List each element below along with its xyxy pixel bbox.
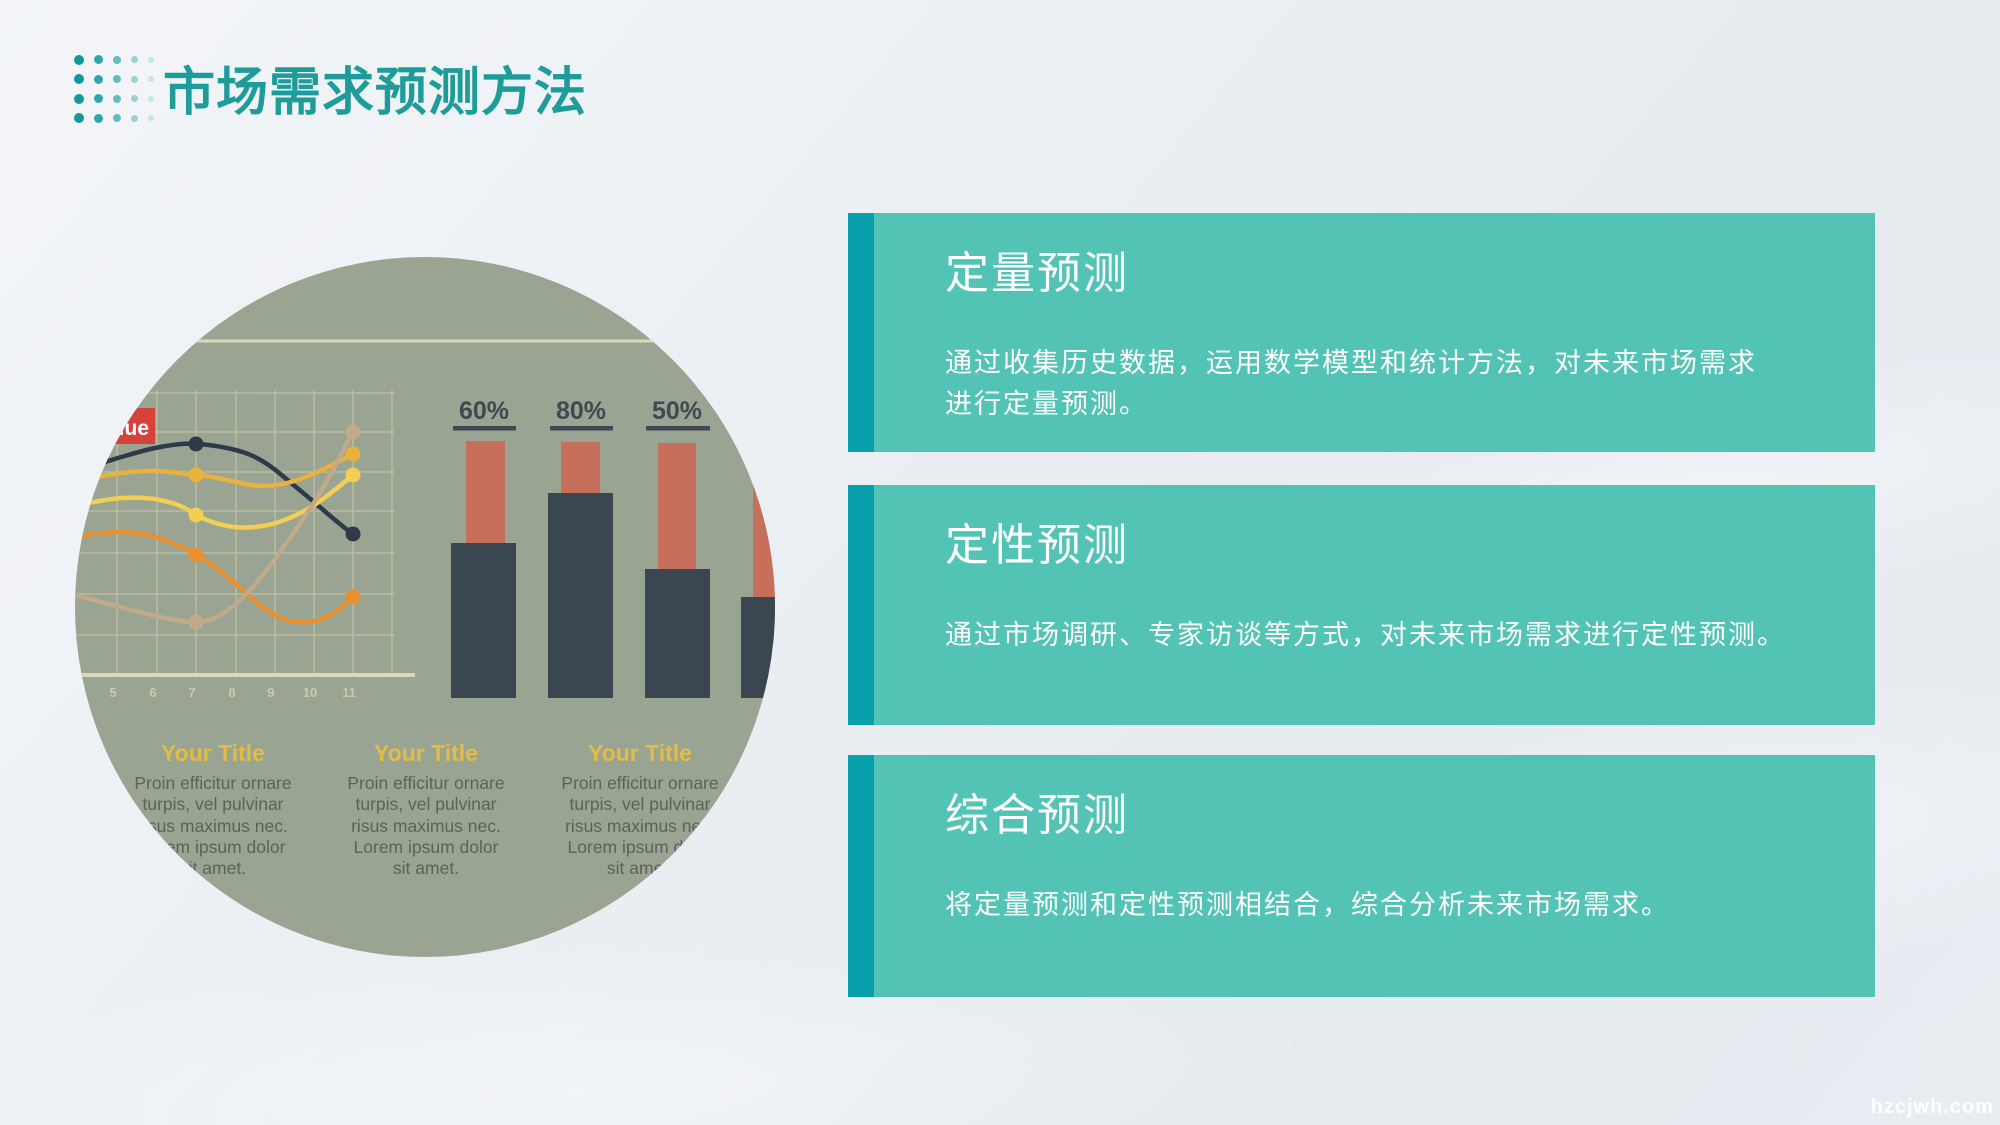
x-tick: 8 (228, 685, 235, 700)
x-tick: 5 (109, 685, 116, 700)
x-tick: 11 (342, 685, 356, 700)
x-axis-ticks: 5 6 7 8 9 10 11 (109, 685, 355, 700)
caption-title: Your Title (161, 740, 265, 766)
x-tick: 10 (303, 685, 317, 700)
caption-body: Proin efficitur ornare turpis, vel pulvi… (347, 773, 505, 879)
infographic-circle-image: 5 6 7 8 9 10 11 Value (75, 257, 775, 957)
panel-content: 定量预测 通过收集历史数据，运用数学模型和统计方法，对未来市场需求 进行定量预测… (945, 213, 1850, 425)
series-dark (75, 441, 356, 537)
caption-title: Your Title (374, 740, 478, 766)
panel-comprehensive-forecast: 综合预测 将定量预测和定性预测相结合，综合分析未来市场需求。 (848, 755, 1875, 997)
line-chart-markers (188, 424, 361, 630)
dot-row (74, 89, 164, 109)
series-tan (75, 429, 356, 625)
value-legend-box (75, 408, 155, 444)
caption-column: Your Title Proin efficitur ornare turpis… (113, 740, 313, 880)
bar-underline (453, 426, 516, 431)
caption-column: Your Title Proin efficitur ornare turpis… (326, 740, 526, 880)
bar-front (741, 597, 775, 698)
bar-label: 50% (652, 397, 702, 425)
panel-body: 将定量预测和定性预测相结合，综合分析未来市场需求。 (945, 890, 1670, 920)
dot-row (74, 109, 164, 129)
panel-quantitative-forecast: 定量预测 通过收集历史数据，运用数学模型和统计方法，对未来市场需求 进行定量预测… (848, 213, 1875, 452)
dot-row (74, 50, 164, 70)
panel-accent-stripe (848, 755, 874, 997)
bar-label: 60% (459, 397, 509, 425)
caption-column: Your Title Proin efficitur ornare turpis… (540, 740, 740, 880)
value-legend-label: Value (94, 417, 149, 440)
bar-front (548, 493, 613, 698)
bar-underline (646, 426, 710, 431)
bar-front (645, 569, 710, 698)
panel-accent-stripe (848, 485, 874, 725)
page-title: 市场需求预测方法 (163, 65, 588, 122)
bar-label: 80% (556, 397, 606, 425)
panel-accent-stripe (848, 213, 874, 452)
x-tick: 7 (188, 685, 195, 700)
panel-content: 定性预测 通过市场调研、专家访谈等方式，对未来市场需求进行定性预测。 (945, 485, 1850, 656)
watermark: hzcjwh.com (1870, 1096, 1994, 1118)
panel-body: 通过市场调研、专家访谈等方式，对未来市场需求进行定性预测。 (945, 620, 1786, 650)
bar-chart: 60% 80% 50% (451, 397, 775, 698)
x-tick: 9 (267, 685, 274, 700)
infographic-charts: 5 6 7 8 9 10 11 Value (75, 339, 775, 700)
panel-qualitative-forecast: 定性预测 通过市场调研、专家访谈等方式，对未来市场需求进行定性预测。 (848, 485, 1875, 725)
panel-title: 综合预测 (945, 791, 1129, 840)
caption-body: Proin efficitur ornare turpis, vel pulvi… (134, 773, 292, 879)
caption-title: Your Title (588, 740, 692, 766)
bar-underline (550, 426, 613, 431)
bar-front (451, 543, 516, 698)
caption-body: Proin efficitur ornare turpis, vel pulvi… (561, 773, 719, 879)
panel-content: 综合预测 将定量预测和定性预测相结合，综合分析未来市场需求。 (945, 755, 1850, 926)
panel-title: 定量预测 (945, 249, 1129, 298)
dot-grid-decoration (74, 50, 164, 128)
x-tick: 6 (149, 685, 156, 700)
dot-row (74, 70, 164, 90)
panel-body: 通过收集历史数据，运用数学模型和统计方法，对未来市场需求 进行定量预测。 (945, 348, 1757, 419)
value-legend: Value (75, 408, 155, 444)
panel-title: 定性预测 (945, 521, 1129, 570)
